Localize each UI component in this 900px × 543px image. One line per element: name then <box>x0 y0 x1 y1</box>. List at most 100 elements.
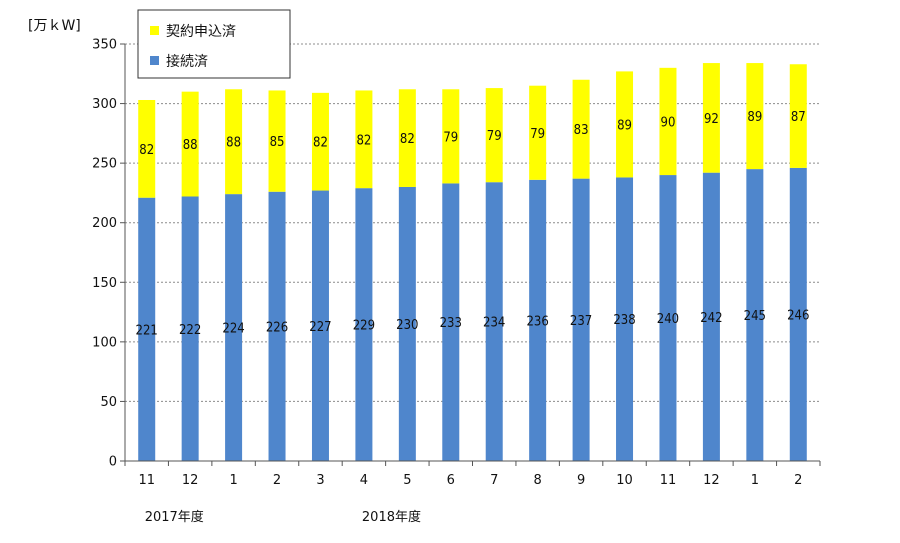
x-tick-label-0: 11 <box>138 473 155 488</box>
y-tick-label-350: 350 <box>92 38 117 53</box>
legend-label-applied: 契約申込済 <box>166 24 236 40</box>
bar-applied-2 <box>225 89 243 195</box>
bar-connected-8 <box>485 182 503 461</box>
data-label-connected-11: 238 <box>613 313 635 328</box>
data-label-applied-15: 87 <box>791 110 806 125</box>
bar-applied-13 <box>702 63 720 173</box>
bars <box>138 63 807 462</box>
axes: 0 50 100 150 200 250 300 350 <box>92 38 821 470</box>
data-label-applied-1: 88 <box>183 138 198 153</box>
bar-applied-1 <box>181 91 199 197</box>
y-tick-label-0: 0 <box>109 455 117 470</box>
y-tick-label-150: 150 <box>92 276 117 291</box>
legend-box <box>137 9 291 79</box>
data-label-connected-1: 222 <box>179 323 201 338</box>
x-tick-label-8: 7 <box>490 473 498 488</box>
data-label-applied-8: 79 <box>487 129 502 144</box>
data-label-applied-9: 79 <box>530 127 545 142</box>
bar-connected-10 <box>572 178 590 462</box>
x-tick-label-11: 10 <box>616 473 633 488</box>
y-axis-label: [万ｋW] <box>28 18 81 34</box>
data-label-applied-12: 90 <box>661 115 676 130</box>
bar-connected-11 <box>616 177 634 461</box>
y-tick-label-100: 100 <box>92 335 117 350</box>
x-tick-label-6: 5 <box>403 473 411 488</box>
bar-applied-9 <box>529 85 547 180</box>
y-tick-label-250: 250 <box>92 157 117 172</box>
bar-applied-3 <box>268 90 286 192</box>
data-label-applied-0: 82 <box>139 143 154 158</box>
bar-applied-7 <box>442 89 460 184</box>
y-tick-label-50: 50 <box>100 395 117 410</box>
data-label-connected-5: 229 <box>353 319 375 334</box>
x-tick-label-13: 12 <box>703 473 720 488</box>
bar-connected-5 <box>355 188 373 462</box>
x-tick-label-15: 2 <box>794 473 802 488</box>
data-label-connected-12: 240 <box>657 312 679 327</box>
x-tick-label-9: 8 <box>534 473 542 488</box>
data-label-applied-4: 82 <box>313 136 328 151</box>
data-label-connected-7: 233 <box>440 316 462 331</box>
data-label-applied-13: 92 <box>704 112 719 127</box>
bar-connected-0 <box>138 197 156 462</box>
labels: 2218211222881222488122685222782322982423… <box>136 110 810 525</box>
y-tick-label-300: 300 <box>92 97 117 112</box>
x-tick-label-4: 3 <box>316 473 324 488</box>
bar-connected-9 <box>529 179 547 461</box>
data-label-applied-10: 83 <box>574 123 589 138</box>
bar-applied-8 <box>485 88 503 183</box>
bar-connected-3 <box>268 191 286 462</box>
bar-connected-13 <box>702 172 720 461</box>
x-tick-label-3: 2 <box>273 473 281 488</box>
data-label-applied-3: 85 <box>270 135 285 150</box>
data-label-connected-9: 236 <box>526 314 548 329</box>
data-label-connected-6: 230 <box>396 318 418 333</box>
legend-label-connected: 接続済 <box>166 53 208 70</box>
data-label-connected-3: 226 <box>266 320 288 335</box>
data-label-connected-8: 234 <box>483 316 505 331</box>
bar-applied-10 <box>572 79 590 179</box>
x-tick-label-2: 1 <box>229 473 237 488</box>
x-tick-label-1: 12 <box>182 473 199 488</box>
data-label-connected-15: 246 <box>787 308 809 323</box>
year-label-0: 2017年度 <box>145 509 204 525</box>
bar-connected-14 <box>746 169 764 461</box>
bar-connected-2 <box>225 194 243 461</box>
x-tick-label-5: 4 <box>360 473 368 488</box>
bar-connected-12 <box>659 175 677 462</box>
bar-applied-15 <box>789 64 807 168</box>
x-tick-label-14: 1 <box>751 473 759 488</box>
data-label-connected-4: 227 <box>309 320 331 335</box>
y-tick-label-200: 200 <box>92 216 117 231</box>
data-label-applied-11: 89 <box>617 118 632 133</box>
x-tick-label-10: 9 <box>577 473 585 488</box>
bar-applied-5 <box>355 90 373 189</box>
bar-connected-1 <box>181 196 199 461</box>
bar-applied-14 <box>746 63 764 170</box>
bar-connected-6 <box>398 186 416 461</box>
data-label-connected-2: 224 <box>222 322 244 337</box>
bar-applied-4 <box>311 92 329 191</box>
x-tick-label-12: 11 <box>660 473 677 488</box>
year-label-1: 2018年度 <box>362 509 421 525</box>
bar-applied-0 <box>138 99 156 198</box>
bar-connected-15 <box>789 167 807 461</box>
bar-connected-7 <box>442 183 460 461</box>
bar-applied-6 <box>398 89 416 187</box>
data-label-applied-7: 79 <box>443 130 458 145</box>
bar-applied-11 <box>616 71 634 178</box>
data-label-applied-14: 89 <box>747 110 762 125</box>
x-tick-label-7: 6 <box>447 473 455 488</box>
data-label-applied-6: 82 <box>400 132 415 147</box>
bar-connected-4 <box>311 190 329 461</box>
data-label-connected-14: 245 <box>744 309 766 324</box>
data-label-connected-10: 237 <box>570 314 592 329</box>
legend-swatch-connected <box>150 56 159 65</box>
bar-applied-12 <box>659 67 677 176</box>
legend-swatch-applied <box>150 26 159 35</box>
data-label-connected-13: 242 <box>700 311 722 326</box>
data-label-connected-0: 221 <box>136 323 158 338</box>
